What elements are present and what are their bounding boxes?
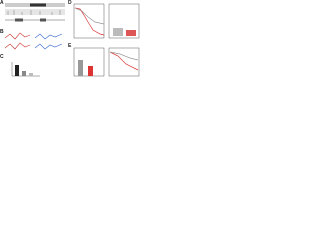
genome-tracks	[5, 3, 65, 22]
sequence-tracks	[4, 32, 63, 50]
scatter-plot	[108, 3, 140, 39]
panel-label: A	[0, 0, 4, 6]
survival-plot	[73, 3, 105, 39]
bottom-right-plot	[73, 47, 140, 77]
bar-plot	[11, 62, 40, 77]
page: A B C D E	[0, 0, 141, 80]
panel-label: C	[0, 54, 4, 60]
panel-label: D	[68, 0, 72, 6]
panel-label: B	[0, 29, 4, 35]
figure: A B C D E	[0, 0, 140, 77]
panel-label: E	[68, 43, 72, 49]
